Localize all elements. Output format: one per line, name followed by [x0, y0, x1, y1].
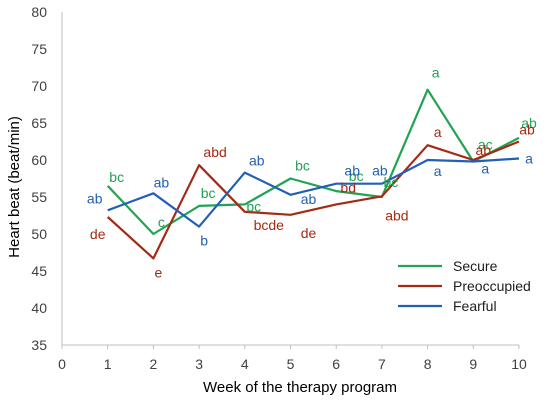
y-tick-label: 55 [31, 189, 47, 205]
series-lines [106, 88, 520, 260]
series-line-preoccupied [106, 140, 520, 260]
series-line-fearful [107, 157, 520, 228]
y-tick-label: 50 [31, 226, 47, 242]
data-label-preoccupied: a [434, 124, 442, 140]
legend: Secure Preoccupied Fearful [398, 258, 531, 314]
data-label-preoccupied: de [301, 225, 317, 241]
legend-label-preoccupied: Preoccupied [453, 278, 531, 294]
data-label-secure: a [432, 65, 440, 81]
data-label-fearful: b [200, 233, 208, 249]
y-tick-label: 45 [31, 263, 47, 279]
y-tick-label: 80 [31, 4, 47, 20]
y-axis-title: Heart beat (beat/min) [6, 116, 23, 258]
data-label-secure: bc [349, 168, 364, 184]
series-line-secure [106, 88, 520, 236]
data-label-fearful: ab [249, 153, 265, 169]
x-tick-label: 10 [511, 356, 527, 372]
data-label-secure: bc [295, 158, 310, 174]
data-label-secure: bc [201, 185, 216, 201]
x-axis-title: Week of the therapy program [203, 379, 397, 396]
data-label-preoccupied: ab [476, 142, 492, 158]
x-tick-label: 9 [469, 356, 477, 372]
data-label-fearful: ab [154, 174, 170, 190]
legend-label-fearful: Fearful [453, 298, 497, 314]
x-tick-label: 6 [332, 356, 340, 372]
data-label-fearful: a [525, 151, 533, 167]
y-tick-label: 75 [31, 41, 47, 57]
x-tick-label: 1 [104, 356, 112, 372]
x-tick-label: 0 [58, 356, 66, 372]
data-label-preoccupied: bd [340, 179, 356, 195]
legend-label-secure: Secure [453, 258, 498, 274]
data-label-preoccupied: abd [203, 144, 226, 160]
x-tick-label: 5 [287, 356, 295, 372]
x-tick-label: 2 [150, 356, 158, 372]
data-label-fearful: ab [344, 163, 360, 179]
data-label-secure: c [158, 214, 165, 230]
data-label-preoccupied: e [155, 264, 163, 280]
data-label-secure: bc [109, 169, 124, 185]
data-label-secure: bc [246, 198, 261, 214]
x-tick-label: 7 [378, 356, 386, 372]
y-tick-label: 40 [31, 300, 47, 316]
x-tick-label: 3 [195, 356, 203, 372]
data-label-fearful: ab [372, 163, 388, 179]
data-label-preoccupied: de [90, 226, 106, 242]
data-label-preoccupied: ab [519, 122, 535, 138]
data-label-fearful: ab [87, 190, 103, 206]
data-label-preoccupied: abd [385, 207, 408, 223]
data-label-fearful: a [481, 161, 489, 177]
data-label-secure: bc [384, 174, 399, 190]
x-tick-label: 4 [241, 356, 249, 372]
data-label-secure: ab [521, 115, 537, 131]
y-tick-label: 70 [31, 78, 47, 94]
y-tick-labels: 35 40 45 50 55 60 65 70 75 80 [31, 4, 47, 353]
data-label-fearful: ab [301, 191, 317, 207]
y-tick-label: 65 [31, 115, 47, 131]
data-label-fearful: a [434, 163, 442, 179]
y-tick-label: 60 [31, 152, 47, 168]
data-label-secure: ac [478, 137, 493, 153]
y-tick-label: 35 [31, 337, 47, 353]
data-label-preoccupied: bcde [254, 217, 285, 233]
x-tick-labels: 0 1 2 3 4 5 6 7 8 9 10 [58, 345, 527, 372]
x-tick-label: 8 [424, 356, 432, 372]
